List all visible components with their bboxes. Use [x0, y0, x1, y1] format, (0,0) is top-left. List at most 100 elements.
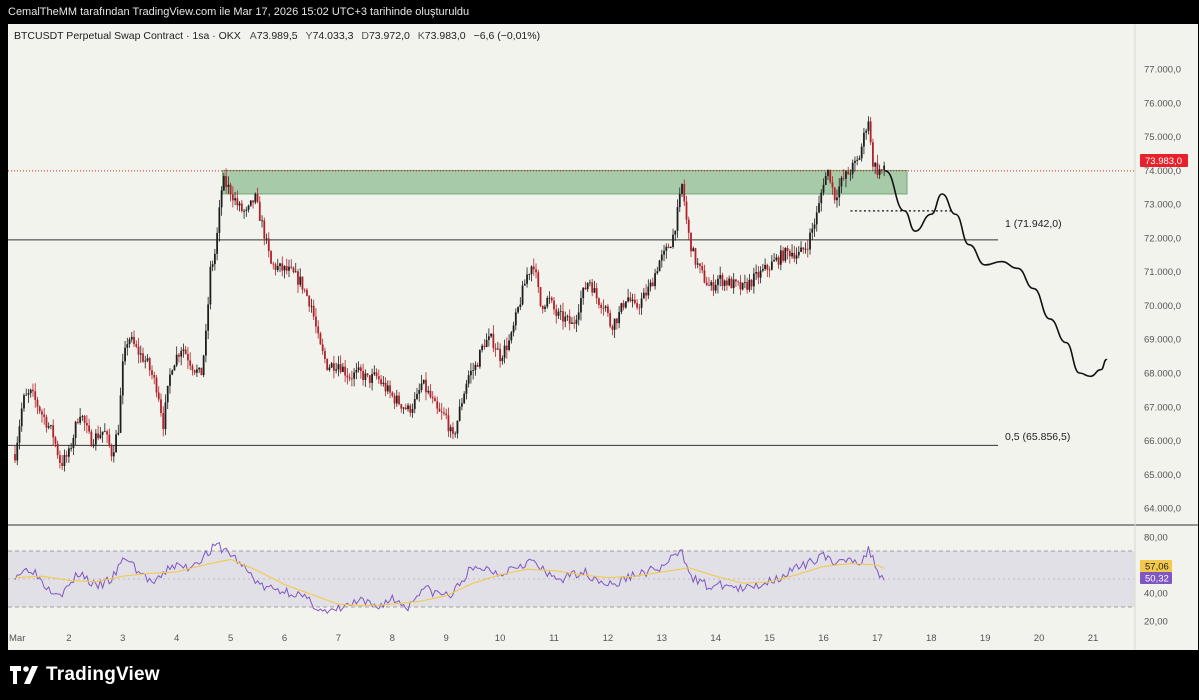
candle-body [209, 266, 212, 305]
candle-body [171, 370, 174, 375]
candle-body [207, 304, 210, 331]
tradingview-logo[interactable]: TradingView [10, 664, 160, 686]
candle-body [65, 455, 68, 457]
candle-body [649, 282, 652, 287]
time-tick-label: Mar [9, 633, 25, 644]
candle-body [422, 379, 425, 384]
candle-body [528, 274, 531, 275]
candle-body [665, 246, 668, 251]
candle-body [539, 287, 542, 306]
rsi-tick-label: 20,00 [1144, 617, 1168, 628]
candle-body [335, 369, 338, 371]
candle-body [265, 238, 268, 240]
candle-body [130, 336, 133, 340]
candle-body [869, 121, 872, 143]
candle-body [602, 307, 605, 309]
candle-body [27, 393, 30, 395]
candle-body [878, 169, 881, 175]
candle-body [461, 403, 463, 407]
candle-body [88, 425, 91, 432]
candle-body [341, 366, 344, 372]
legend-symbol[interactable]: BTCUSDT Perpetual Swap Contract · 1sa · … [14, 30, 241, 42]
candle-body [380, 379, 382, 385]
candle-body [238, 203, 241, 206]
candle-body [845, 171, 847, 179]
candle-body [443, 412, 445, 414]
candle-body [467, 375, 470, 384]
candle-body [76, 421, 79, 423]
candle-body [290, 266, 293, 268]
legend-high-label: Y [305, 30, 313, 42]
price-tick-label: 76.000,0 [1144, 98, 1181, 109]
candle-body [34, 391, 37, 400]
candle-body [537, 272, 540, 288]
candle-body [447, 415, 450, 432]
candle-body [692, 248, 695, 252]
fib-05-label: 0,5 (65.856,5) [1005, 431, 1070, 443]
candle-body [440, 411, 443, 413]
candle-body [52, 425, 55, 438]
candle-body [386, 385, 389, 392]
legend-close-label: K [417, 30, 425, 42]
candle-body [604, 306, 607, 308]
candle-body [337, 364, 340, 370]
candle-body [766, 264, 769, 270]
candle-body [699, 263, 701, 266]
candle-body [47, 426, 50, 428]
candle-body [187, 354, 189, 361]
candle-body [840, 177, 843, 187]
candle-body [755, 272, 758, 274]
candle-body [362, 371, 365, 380]
candle-body [510, 332, 513, 341]
candle-body [656, 271, 659, 274]
rsi-value-label: 50,32 [1145, 574, 1169, 585]
candle-body [139, 353, 142, 355]
candle-body [874, 162, 877, 167]
time-tick-label: 17 [872, 633, 883, 644]
rsi-ma-line [14, 558, 885, 607]
candle-body [505, 345, 508, 350]
candle-body [851, 162, 854, 174]
candle-body [523, 283, 526, 286]
candle-body [366, 373, 369, 376]
candle-body [81, 416, 84, 417]
candle-body [308, 295, 311, 307]
candle-body [231, 194, 234, 201]
candle-body [70, 448, 73, 449]
time-tick-label: 8 [390, 633, 395, 644]
candle-body [472, 370, 475, 371]
candle-body [142, 353, 144, 362]
candle-body [658, 260, 661, 272]
candle-body [409, 405, 412, 413]
candle-body [23, 395, 25, 409]
candle-body [119, 395, 122, 433]
candle-body [68, 448, 70, 457]
candle-body [624, 301, 627, 308]
candle-body [647, 286, 650, 296]
candle-body [285, 266, 288, 271]
candle-body [283, 266, 286, 271]
legend-high: 74.033,3 [312, 30, 354, 42]
candle-body [63, 455, 66, 466]
candle-body [582, 287, 585, 299]
candle-body [108, 434, 111, 446]
candle-body [454, 433, 457, 435]
candle-body [184, 349, 187, 355]
price-tick-label: 72.000,0 [1144, 233, 1181, 244]
candle-body [750, 279, 753, 287]
candle-body [101, 431, 104, 435]
time-tick-label: 12 [603, 633, 614, 644]
candle-body [761, 269, 764, 271]
candle-body [249, 200, 252, 206]
candle-body [723, 280, 726, 286]
price-tick-label: 71.000,0 [1144, 267, 1181, 278]
candle-body [182, 349, 185, 351]
candle-body [359, 367, 362, 372]
candle-body [261, 220, 263, 222]
candle-body [487, 336, 490, 340]
candle-body [674, 230, 677, 235]
candle-body [225, 176, 228, 188]
candle-body [234, 198, 236, 201]
candle-body [153, 374, 156, 378]
